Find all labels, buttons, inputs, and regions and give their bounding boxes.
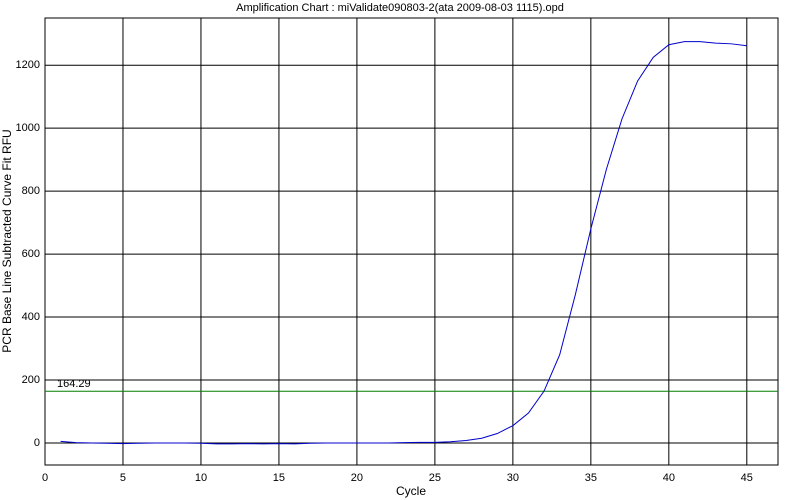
x-tick-label: 5 <box>120 472 126 484</box>
y-tick-label: 400 <box>22 311 40 323</box>
x-tick-label: 45 <box>741 472 753 484</box>
x-tick-label: 40 <box>663 472 675 484</box>
x-axis-label: Cycle <box>396 484 426 498</box>
y-tick-label: 800 <box>22 185 40 197</box>
x-tick-label: 10 <box>195 472 207 484</box>
plot-area <box>44 17 779 466</box>
x-tick-label: 15 <box>273 472 285 484</box>
x-tick-label: 0 <box>42 472 48 484</box>
series-line <box>60 41 747 445</box>
y-tick-label: 0 <box>34 437 40 449</box>
chart-title: Amplification Chart : miValidate090803-2… <box>236 2 564 14</box>
y-axis-label: PCR Base Line Subtracted Curve Fit RFU <box>0 129 14 352</box>
x-tick-label: 35 <box>585 472 597 484</box>
x-tick-label: 25 <box>429 472 441 484</box>
y-tick-label: 600 <box>22 248 40 260</box>
x-tick-label: 20 <box>351 472 363 484</box>
y-tick-label: 200 <box>22 374 40 386</box>
y-tick-label: 1000 <box>16 122 40 134</box>
x-tick-label: 30 <box>507 472 519 484</box>
threshold-label: 164.29 <box>57 378 91 390</box>
y-tick-label: 1200 <box>16 59 40 71</box>
